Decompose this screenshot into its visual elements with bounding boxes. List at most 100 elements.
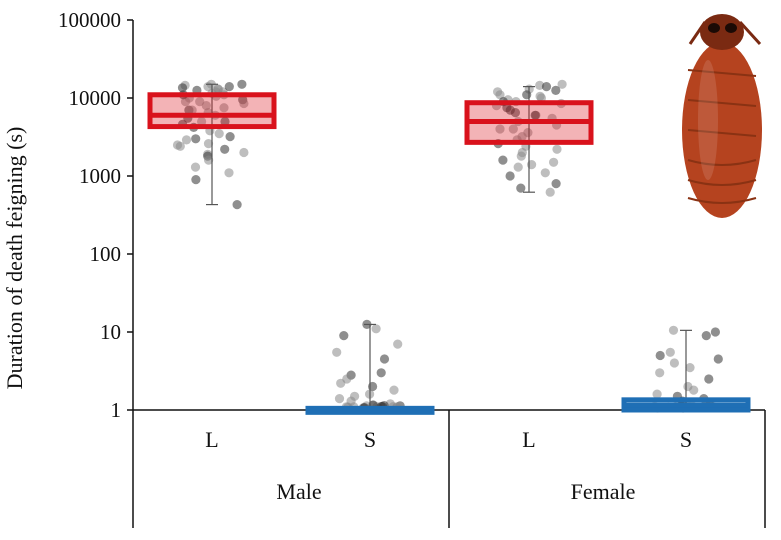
strain-label: L bbox=[522, 427, 535, 452]
data-point bbox=[339, 331, 349, 341]
data-point bbox=[334, 394, 345, 404]
y-tick-label: 100 bbox=[90, 242, 122, 266]
y-tick-label: 1000 bbox=[79, 164, 121, 188]
data-point bbox=[510, 108, 520, 118]
data-point bbox=[689, 385, 699, 395]
data-point bbox=[495, 124, 505, 134]
strain-label: S bbox=[680, 427, 692, 452]
data-point bbox=[704, 374, 714, 384]
beetle-abdomen-line bbox=[687, 159, 757, 166]
beetle-head bbox=[700, 14, 744, 50]
data-point bbox=[379, 354, 390, 364]
data-point bbox=[535, 80, 545, 90]
data-point bbox=[685, 363, 695, 373]
data-point bbox=[389, 385, 399, 395]
data-point bbox=[371, 324, 381, 334]
strain-label: L bbox=[205, 427, 218, 452]
data-point bbox=[498, 155, 508, 165]
data-point bbox=[213, 84, 223, 94]
data-point bbox=[527, 160, 537, 170]
data-point bbox=[172, 140, 183, 150]
y-tick-label: 100000 bbox=[58, 8, 121, 32]
data-point bbox=[376, 368, 386, 378]
data-point bbox=[237, 79, 247, 89]
y-axis-title: Duration of death feigning (s) bbox=[2, 127, 27, 390]
beetle-eye bbox=[708, 23, 720, 33]
data-point bbox=[177, 83, 188, 93]
data-point bbox=[239, 147, 249, 158]
data-point bbox=[181, 135, 192, 145]
data-points bbox=[172, 79, 723, 413]
data-point bbox=[336, 378, 346, 388]
data-point bbox=[701, 331, 711, 341]
data-point bbox=[669, 358, 680, 368]
data-point bbox=[552, 144, 562, 154]
data-point bbox=[505, 171, 515, 181]
data-point bbox=[191, 134, 201, 144]
data-point bbox=[557, 79, 567, 89]
group-label: Male bbox=[276, 479, 321, 504]
boxes bbox=[147, 83, 751, 415]
data-point bbox=[214, 129, 224, 139]
data-point bbox=[195, 97, 205, 107]
data-point bbox=[191, 175, 201, 185]
data-point bbox=[540, 168, 550, 178]
data-point bbox=[197, 116, 207, 127]
box bbox=[305, 405, 435, 415]
data-point bbox=[655, 350, 665, 361]
data-point bbox=[713, 354, 723, 364]
data-point bbox=[655, 368, 665, 378]
y-tick-labels: 1 10 100 1000 10000 100000 bbox=[58, 8, 121, 422]
data-point bbox=[522, 90, 532, 100]
data-point bbox=[225, 132, 235, 142]
data-point bbox=[668, 325, 679, 335]
data-point bbox=[220, 116, 230, 127]
beetle-segment bbox=[687, 69, 757, 77]
beetle-image bbox=[682, 14, 762, 218]
box bbox=[147, 92, 277, 130]
data-point bbox=[224, 168, 234, 178]
data-point bbox=[190, 162, 201, 172]
data-point bbox=[710, 327, 721, 337]
data-point bbox=[219, 103, 229, 113]
beetle-antenna bbox=[688, 21, 707, 45]
data-point bbox=[516, 151, 526, 161]
data-point bbox=[551, 85, 561, 95]
data-point bbox=[224, 82, 234, 92]
data-point bbox=[239, 98, 249, 109]
beetle-antenna bbox=[738, 20, 762, 46]
data-point bbox=[220, 144, 230, 154]
data-point bbox=[201, 101, 211, 111]
data-point bbox=[232, 200, 242, 210]
beetle-eye bbox=[725, 23, 737, 33]
data-point bbox=[652, 389, 662, 399]
data-point bbox=[495, 90, 505, 100]
beetle-segment bbox=[687, 99, 757, 107]
beetle-highlight bbox=[698, 60, 718, 180]
data-point bbox=[204, 155, 214, 165]
beetle-abdomen-line bbox=[687, 197, 757, 204]
data-point bbox=[508, 124, 518, 134]
data-point bbox=[393, 339, 403, 349]
category-labels: L S L S Male Female bbox=[205, 427, 692, 504]
data-point bbox=[187, 105, 197, 115]
data-point bbox=[203, 139, 214, 149]
data-point bbox=[332, 347, 342, 357]
y-tick-label: 10000 bbox=[69, 86, 122, 110]
y-tick-label: 10 bbox=[100, 320, 121, 344]
strain-label: S bbox=[364, 427, 376, 452]
group-label: Female bbox=[571, 479, 636, 504]
beetle-abdomen-line bbox=[687, 179, 757, 186]
data-point bbox=[551, 179, 561, 189]
beetle-segment bbox=[687, 129, 757, 137]
data-point bbox=[516, 183, 526, 193]
data-point bbox=[513, 162, 523, 172]
y-tick-label: 1 bbox=[111, 398, 122, 422]
data-point bbox=[549, 157, 559, 167]
data-point bbox=[665, 347, 675, 357]
data-point bbox=[530, 110, 540, 120]
beetle-body bbox=[682, 42, 762, 218]
data-point bbox=[545, 187, 555, 197]
data-point bbox=[541, 82, 552, 92]
